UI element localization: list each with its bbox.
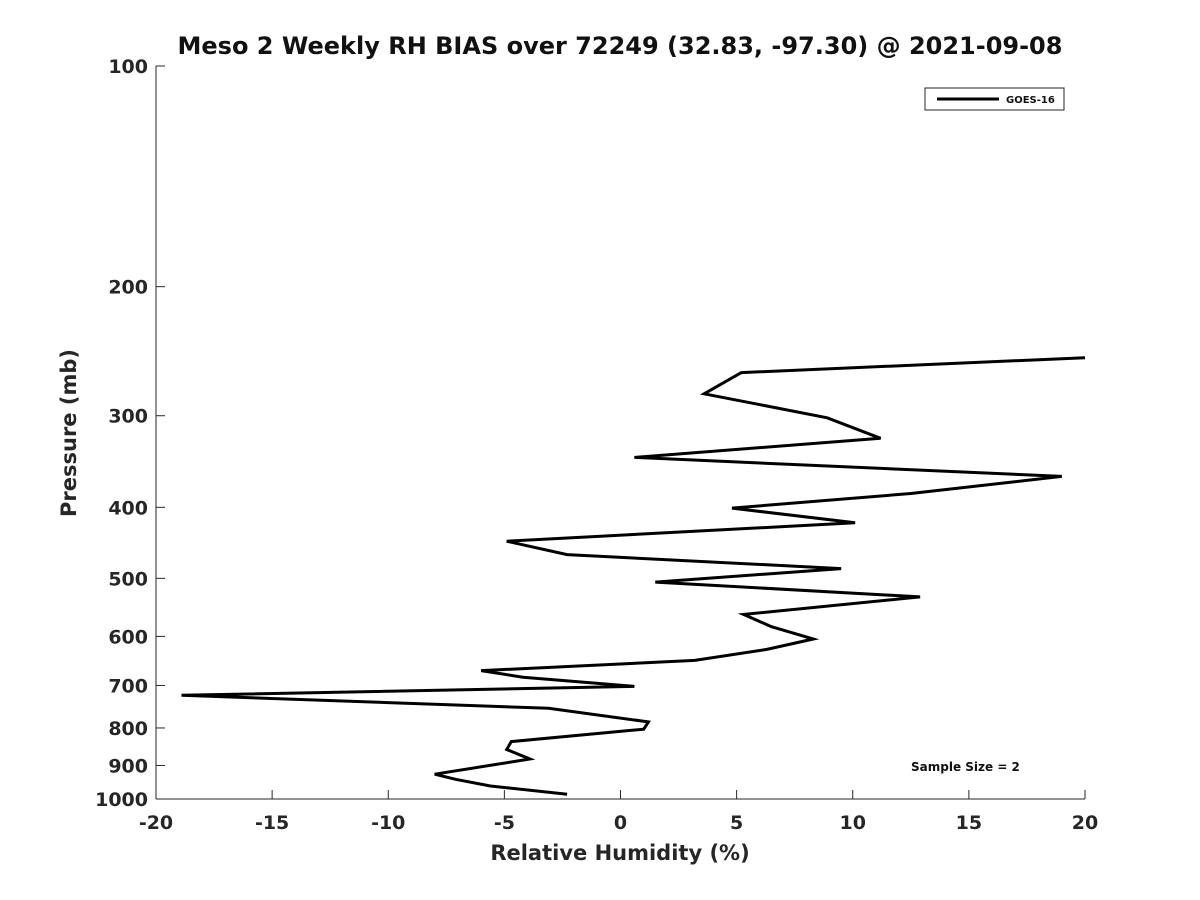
series-layer bbox=[181, 356, 1086, 796]
x-tick-label: 5 bbox=[730, 812, 743, 834]
axes: -20 -15 -10 -5 0 5 10 15 20 100 200 300 400 500 600 700… bbox=[95, 56, 1098, 834]
x-tick-label: -10 bbox=[371, 812, 405, 834]
x-tick-label: 20 bbox=[1072, 812, 1098, 834]
y-tick-label: 800 bbox=[108, 718, 148, 740]
x-tick-label: -5 bbox=[494, 812, 515, 834]
x-tick-label: 15 bbox=[956, 812, 982, 834]
x-tick-label: -15 bbox=[255, 812, 289, 834]
sample-size-annotation: Sample Size = 2 bbox=[911, 760, 1020, 774]
y-tick-label: 300 bbox=[108, 406, 148, 428]
y-tick-label: 900 bbox=[108, 755, 148, 777]
y-tick-label: 600 bbox=[108, 626, 148, 648]
legend-label-goes-16: GOES-16 bbox=[1006, 95, 1055, 106]
y-tick-label: 100 bbox=[108, 56, 148, 78]
y-axis-label: Pressure (mb) bbox=[57, 349, 81, 517]
y-tick-label: 700 bbox=[108, 675, 148, 697]
x-tick-label: 0 bbox=[614, 812, 627, 834]
series-line-goes-16 bbox=[181, 356, 1086, 796]
y-tick-label: 200 bbox=[108, 277, 148, 299]
plot-area bbox=[156, 66, 1085, 799]
y-tick-label: 400 bbox=[108, 497, 148, 519]
y-tick-label: 1000 bbox=[95, 789, 148, 811]
x-axis-label: Relative Humidity (%) bbox=[490, 841, 749, 865]
chart-title: Meso 2 Weekly RH BIAS over 72249 (32.83,… bbox=[178, 32, 1063, 60]
legend: GOES-16 bbox=[924, 87, 1065, 111]
y-tick-label: 500 bbox=[108, 568, 148, 590]
x-tick-label: -20 bbox=[139, 812, 173, 834]
x-tick-label: 10 bbox=[840, 812, 866, 834]
